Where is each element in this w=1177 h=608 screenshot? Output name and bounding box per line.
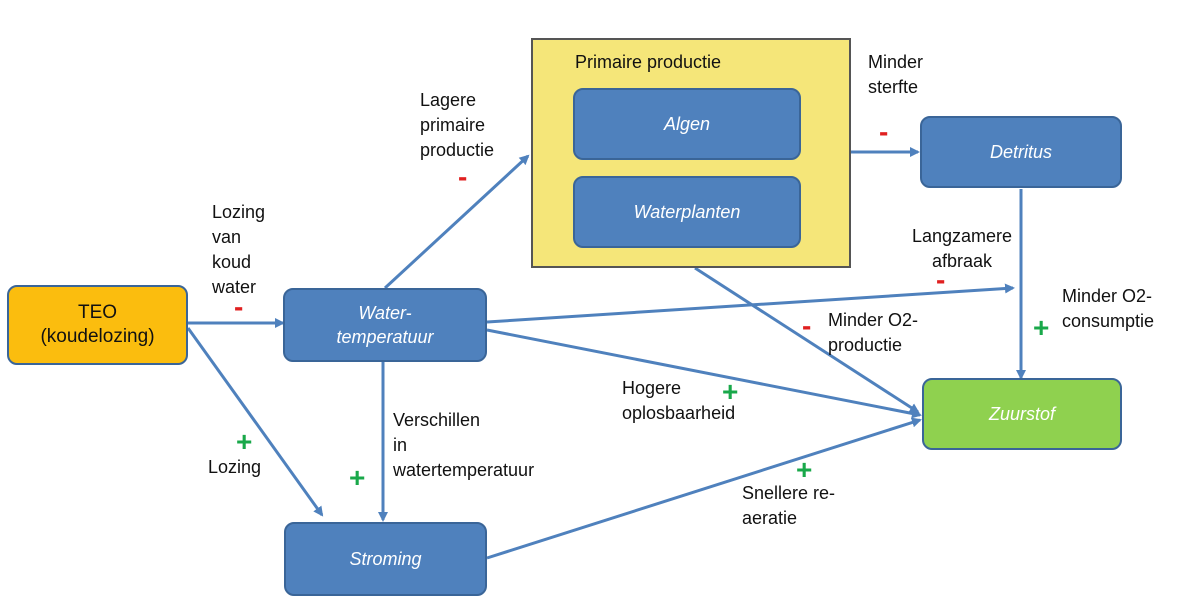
detritus-node: Detritus (920, 116, 1122, 188)
algen-node: Algen (573, 88, 801, 160)
label-minder-o2-consumptie: Minder O2-consumptie (1062, 286, 1155, 331)
watertemperatuur-node: Water-temperatuur (283, 288, 487, 362)
sign-minder-sterfte: - (879, 116, 889, 147)
label-minder-sterfte: Minder sterfte (868, 52, 924, 97)
arrow-teo-to-stroming (186, 327, 324, 517)
waterplanten-node: Waterplanten (573, 176, 801, 248)
sign-langzamere-afbraak: - (936, 264, 946, 295)
sign-minder-o2-productie: - (802, 310, 812, 341)
label-lagere-primaire-productie: Lagere primaire productie (420, 90, 495, 160)
arrow-watertemperatuur-to-zuurstof (486, 328, 922, 419)
label-langzamere-afbraak: Langzamere afbraak (911, 226, 1013, 271)
zuurstof-node: Zuurstof (922, 378, 1122, 450)
stroming-node: Stroming (284, 522, 487, 596)
label-lozing-koud-water: Lozing van koud water (212, 202, 266, 297)
sign-verschillen-watertemperatuur: + (349, 462, 366, 493)
teo-node: TEO (koudelozing) (7, 285, 188, 365)
label-hogere-oplosbaarheid: Hogere oplosbaarheid (622, 378, 736, 423)
sign-lagere-primaire-productie: - (458, 161, 468, 192)
arrow-watertemperatuur-to-primaire-productie (383, 154, 530, 290)
sign-hogere-oplosbaarheid: + (722, 376, 739, 407)
label-verschillen-watertemperatuur: Verschillen in watertemperatuur (393, 410, 535, 480)
sign-lozing-koud-water: - (234, 291, 244, 322)
sign-snellere-reaeratie: + (796, 454, 813, 485)
arrow-primaire-productie-to-zuurstof (694, 266, 920, 414)
label-minder-o2-productie: Minder O2-productie (828, 310, 919, 355)
label-snellere-reaeratie: Snellere re-aeratie (742, 483, 836, 528)
label-lozing: Lozing (208, 457, 262, 477)
sign-lozing: + (236, 426, 253, 457)
primaire-productie-title: Primaire productie (575, 52, 722, 72)
arrow-stroming-to-zuurstof (486, 417, 922, 560)
sign-minder-o2-consumptie: + (1033, 312, 1050, 343)
